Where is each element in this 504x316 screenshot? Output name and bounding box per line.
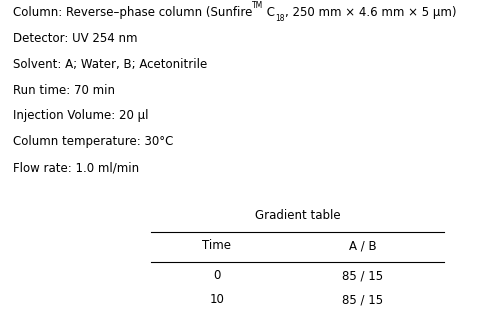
Text: Flow rate: 1.0 ml/min: Flow rate: 1.0 ml/min (13, 161, 139, 174)
Text: Column: Reverse–phase column (Sunfire: Column: Reverse–phase column (Sunfire (13, 6, 252, 19)
Text: Solvent: A; Water, B; Acetonitrile: Solvent: A; Water, B; Acetonitrile (13, 58, 207, 70)
Text: Injection Volume: 20 μl: Injection Volume: 20 μl (13, 109, 148, 122)
Text: 0: 0 (213, 269, 220, 282)
Text: 85 / 15: 85 / 15 (342, 269, 384, 282)
Text: TM: TM (252, 1, 263, 10)
Text: , 250 mm × 4.6 mm × 5 μm): , 250 mm × 4.6 mm × 5 μm) (285, 6, 456, 19)
Text: Detector: UV 254 nm: Detector: UV 254 nm (13, 32, 137, 45)
Text: Time: Time (202, 239, 231, 252)
Text: A / B: A / B (349, 239, 376, 252)
Text: Run time: 70 min: Run time: 70 min (13, 83, 114, 96)
Text: 10: 10 (209, 293, 224, 306)
Text: 85 / 15: 85 / 15 (342, 293, 384, 306)
Text: Gradient table: Gradient table (255, 209, 340, 222)
Text: C: C (263, 6, 275, 19)
Text: 18: 18 (275, 14, 285, 22)
Text: Column temperature: 30°C: Column temperature: 30°C (13, 135, 173, 148)
